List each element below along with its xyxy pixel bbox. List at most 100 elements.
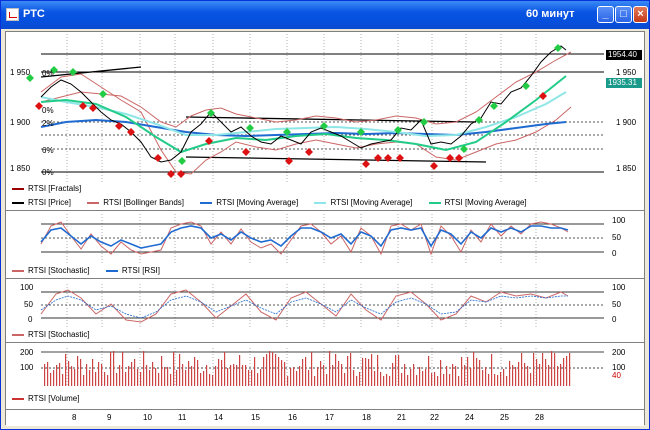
legend-ma-green[interactable]: RTSI [Moving Average]	[428, 198, 527, 207]
volume-bar	[218, 359, 220, 386]
title-bar[interactable]: РТС 60 минут _ □ ×	[1, 1, 649, 29]
fib-label: 0%	[42, 69, 54, 78]
volume-bar	[371, 354, 373, 386]
volume-bar	[248, 370, 250, 386]
volume-bar	[293, 367, 295, 386]
volume-bar	[215, 366, 217, 386]
volume-bar	[146, 365, 148, 386]
price-chart-svg[interactable]	[6, 32, 644, 182]
pane-divider[interactable]	[6, 342, 644, 343]
volume-bar	[434, 372, 436, 386]
volume-bar	[443, 374, 445, 386]
volume-bar	[377, 355, 379, 386]
volume-bar	[287, 376, 289, 386]
volume-bar	[185, 370, 187, 386]
osc2-chart-svg[interactable]	[6, 284, 644, 328]
volume-bar	[266, 354, 268, 386]
legend-rsi[interactable]: RTSI [RSI]	[105, 266, 160, 275]
close-button[interactable]: ×	[633, 6, 648, 23]
legend-ma-cyan[interactable]: RTSI [Moving Average]	[314, 198, 412, 207]
volume-bar	[563, 358, 565, 386]
minimize-button[interactable]: _	[597, 6, 614, 23]
volume-bar	[452, 364, 454, 386]
x-tick: 17	[325, 413, 334, 422]
vol-right-100: 100	[612, 363, 626, 372]
legend-price[interactable]: RTSI [Price]	[12, 198, 71, 207]
volume-bar	[455, 366, 457, 386]
volume-bar	[524, 363, 526, 386]
volume-bar	[560, 364, 562, 386]
volume-bar	[449, 374, 451, 386]
volume-bar	[332, 365, 334, 386]
volume-bar	[446, 366, 448, 386]
volume-bar	[425, 369, 427, 386]
oscillator-pane-1[interactable]: 100 50 0 RTSI [Stochastic] RTSI [RSI]	[6, 212, 644, 280]
volume-bar	[428, 356, 430, 386]
volume-bar	[92, 359, 94, 386]
volume-bar	[272, 352, 274, 386]
legend-ma-blue[interactable]: RTSI [Moving Average]	[200, 198, 298, 207]
volume-bar	[56, 365, 58, 386]
legend-stochastic-2[interactable]: RTSI [Stochastic]	[12, 330, 90, 339]
volume-bar	[566, 356, 568, 386]
legend-volume[interactable]: RTSI [Volume]	[12, 394, 79, 403]
x-tick: 24	[465, 413, 474, 422]
osc1-chart-svg[interactable]	[6, 214, 644, 264]
volume-bar	[62, 374, 64, 386]
volume-chart-svg[interactable]	[6, 348, 644, 386]
legend-bollinger[interactable]: RTSI [Bollinger Bands]	[87, 198, 184, 207]
volume-bar	[398, 355, 400, 386]
volume-bar	[314, 376, 316, 386]
volume-bar	[134, 359, 136, 386]
time-axis[interactable]: 8 9 10 11 14 15 16 17 18 21 22 24 25 28	[6, 409, 644, 426]
legend-fractals[interactable]: RTSI [Fractals]	[12, 184, 81, 193]
pane-divider[interactable]	[6, 278, 644, 279]
volume-bar	[533, 353, 535, 386]
volume-bar	[551, 351, 553, 386]
volume-bar	[113, 351, 115, 386]
chart-app-icon	[6, 8, 19, 21]
volume-bar	[497, 375, 499, 386]
volume-bar	[50, 373, 52, 386]
volume-bar	[350, 353, 352, 386]
x-tick: 18	[362, 413, 371, 422]
volume-bar	[485, 367, 487, 386]
volume-bar	[347, 356, 349, 386]
oscillator-pane-2[interactable]: 100 50 0 100 50 0 RTSI [Stochastic]	[6, 280, 644, 344]
x-tick: 10	[143, 413, 152, 422]
x-tick: 28	[535, 413, 544, 422]
volume-pane[interactable]: 200 100 200 100 40 RTSI [Volume]	[6, 344, 644, 408]
maximize-button[interactable]: □	[615, 6, 632, 23]
volume-bar	[77, 356, 79, 386]
volume-bar	[143, 351, 145, 386]
chart-area[interactable]: 1 950 1 900 1 850 0% 0% 2% 6% 0% 1954.40…	[5, 31, 645, 426]
volume-bar	[311, 352, 313, 386]
volume-bar	[383, 376, 385, 386]
volume-bar	[341, 364, 343, 386]
fib-label: 2%	[42, 119, 54, 128]
volume-bar	[158, 373, 160, 386]
osc1-right-100: 100	[612, 216, 626, 225]
volume-bar	[389, 376, 391, 386]
volume-bar	[554, 353, 556, 386]
volume-bar	[479, 360, 481, 386]
volume-bar	[413, 364, 415, 386]
osc2-left-100: 100	[20, 283, 34, 292]
fib-label: 0%	[42, 106, 54, 115]
volume-bar	[476, 358, 478, 386]
volume-bar	[119, 365, 121, 386]
price-pane[interactable]: 1 950 1 900 1 850 0% 0% 2% 6% 0% 1954.40…	[6, 32, 644, 212]
volume-bar	[569, 353, 571, 386]
fib-label: 0%	[42, 168, 54, 177]
legend-stochastic[interactable]: RTSI [Stochastic]	[12, 266, 90, 275]
volume-bar	[161, 356, 163, 386]
x-tick: 14	[214, 413, 223, 422]
volume-bar	[395, 355, 397, 386]
volume-bar	[236, 365, 238, 386]
volume-bar	[548, 365, 550, 386]
volume-bar	[515, 367, 517, 386]
volume-bar	[404, 364, 406, 386]
volume-bar	[470, 368, 472, 386]
pane-divider[interactable]	[6, 210, 644, 211]
